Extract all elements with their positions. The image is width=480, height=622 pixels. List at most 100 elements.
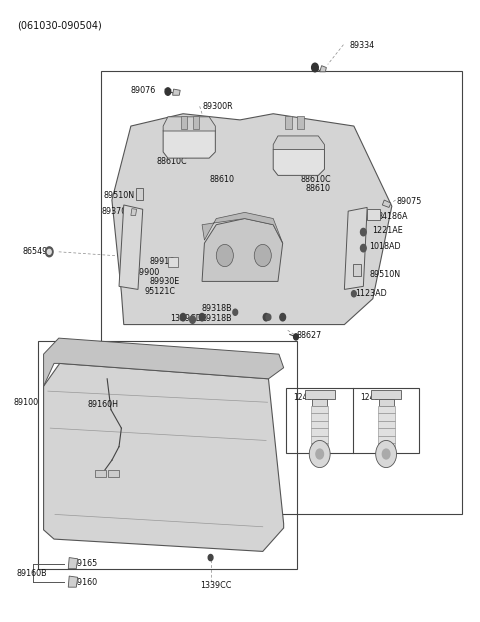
Bar — [287, 388, 420, 453]
Circle shape — [180, 313, 186, 321]
Polygon shape — [273, 139, 324, 175]
Polygon shape — [378, 443, 395, 450]
Polygon shape — [378, 414, 395, 420]
Polygon shape — [311, 443, 328, 450]
Text: 1018AD: 1018AD — [369, 243, 401, 251]
Polygon shape — [378, 428, 395, 435]
Polygon shape — [353, 264, 360, 277]
Polygon shape — [112, 114, 392, 325]
Circle shape — [233, 309, 238, 315]
Polygon shape — [44, 338, 284, 386]
Circle shape — [216, 244, 233, 267]
Text: 1339CC: 1339CC — [200, 582, 231, 590]
Polygon shape — [131, 208, 137, 215]
Polygon shape — [68, 576, 78, 587]
Text: 89076: 89076 — [131, 86, 156, 95]
Text: 89900: 89900 — [135, 268, 160, 277]
Circle shape — [266, 314, 271, 320]
Polygon shape — [378, 420, 395, 428]
Polygon shape — [173, 89, 180, 95]
Polygon shape — [378, 435, 395, 443]
Text: 89334: 89334 — [349, 42, 374, 50]
Text: 84186A: 84186A — [378, 211, 408, 221]
Polygon shape — [311, 420, 328, 428]
Polygon shape — [344, 208, 367, 289]
Bar — [285, 116, 292, 129]
Bar — [101, 70, 462, 514]
Text: 89318B: 89318B — [201, 304, 232, 313]
Polygon shape — [163, 117, 216, 131]
Circle shape — [294, 334, 299, 340]
Circle shape — [316, 449, 324, 459]
Polygon shape — [68, 557, 78, 569]
Polygon shape — [311, 428, 328, 435]
Text: 89370N: 89370N — [101, 207, 132, 216]
Text: 1123AD: 1123AD — [355, 289, 386, 298]
Text: 88610C: 88610C — [157, 157, 188, 166]
Polygon shape — [96, 470, 106, 478]
Text: 1249LB: 1249LB — [360, 393, 389, 402]
Bar — [180, 116, 187, 129]
Polygon shape — [311, 414, 328, 420]
Text: 88627: 88627 — [297, 331, 322, 340]
Text: 89075: 89075 — [396, 197, 422, 206]
Polygon shape — [383, 200, 391, 208]
Circle shape — [360, 244, 366, 252]
Bar — [192, 116, 199, 129]
Polygon shape — [320, 66, 326, 72]
Polygon shape — [378, 406, 395, 414]
Text: 89100: 89100 — [13, 397, 38, 407]
Bar — [168, 257, 179, 267]
Polygon shape — [202, 212, 283, 243]
Bar — [367, 208, 381, 220]
Circle shape — [48, 249, 51, 254]
Text: 88610: 88610 — [209, 175, 234, 183]
Text: 89930E: 89930E — [150, 277, 180, 286]
Text: 86549: 86549 — [23, 248, 48, 256]
Text: 1339CD: 1339CD — [170, 314, 202, 323]
Text: 95121C: 95121C — [144, 287, 175, 296]
Polygon shape — [379, 399, 394, 406]
Circle shape — [46, 247, 53, 257]
Circle shape — [280, 313, 286, 321]
Text: 1221AE: 1221AE — [372, 226, 403, 235]
Polygon shape — [312, 399, 327, 406]
Bar — [38, 341, 297, 569]
Text: 89160: 89160 — [73, 578, 98, 587]
Text: 89300R: 89300R — [202, 102, 233, 111]
Text: 88610C: 88610C — [301, 175, 331, 183]
Polygon shape — [163, 120, 216, 158]
Text: (061030-090504): (061030-090504) — [17, 20, 102, 30]
Polygon shape — [311, 406, 328, 414]
Circle shape — [254, 244, 271, 267]
Circle shape — [351, 290, 356, 297]
Text: 89318B: 89318B — [201, 314, 232, 323]
Polygon shape — [311, 435, 328, 443]
Polygon shape — [119, 205, 143, 289]
Polygon shape — [371, 390, 401, 399]
Circle shape — [199, 313, 205, 321]
Circle shape — [165, 88, 171, 95]
Circle shape — [376, 440, 396, 468]
Circle shape — [383, 449, 390, 459]
Text: 89160B: 89160B — [16, 569, 47, 578]
Polygon shape — [44, 363, 284, 552]
Text: 89601A: 89601A — [285, 154, 316, 162]
Circle shape — [190, 316, 195, 323]
Text: 89165: 89165 — [73, 559, 98, 569]
Text: 1243KH: 1243KH — [294, 393, 324, 402]
Text: 88610: 88610 — [305, 185, 330, 193]
Bar — [297, 116, 303, 129]
Polygon shape — [304, 390, 335, 399]
Circle shape — [360, 228, 366, 236]
Circle shape — [312, 63, 318, 72]
Circle shape — [309, 440, 330, 468]
Circle shape — [208, 554, 213, 560]
Text: 89510N: 89510N — [103, 190, 134, 200]
Polygon shape — [273, 136, 324, 149]
Text: 89916: 89916 — [150, 257, 175, 266]
Circle shape — [263, 313, 269, 321]
Polygon shape — [136, 188, 143, 200]
Text: 89601A: 89601A — [164, 141, 195, 151]
Text: 89510N: 89510N — [369, 269, 400, 279]
